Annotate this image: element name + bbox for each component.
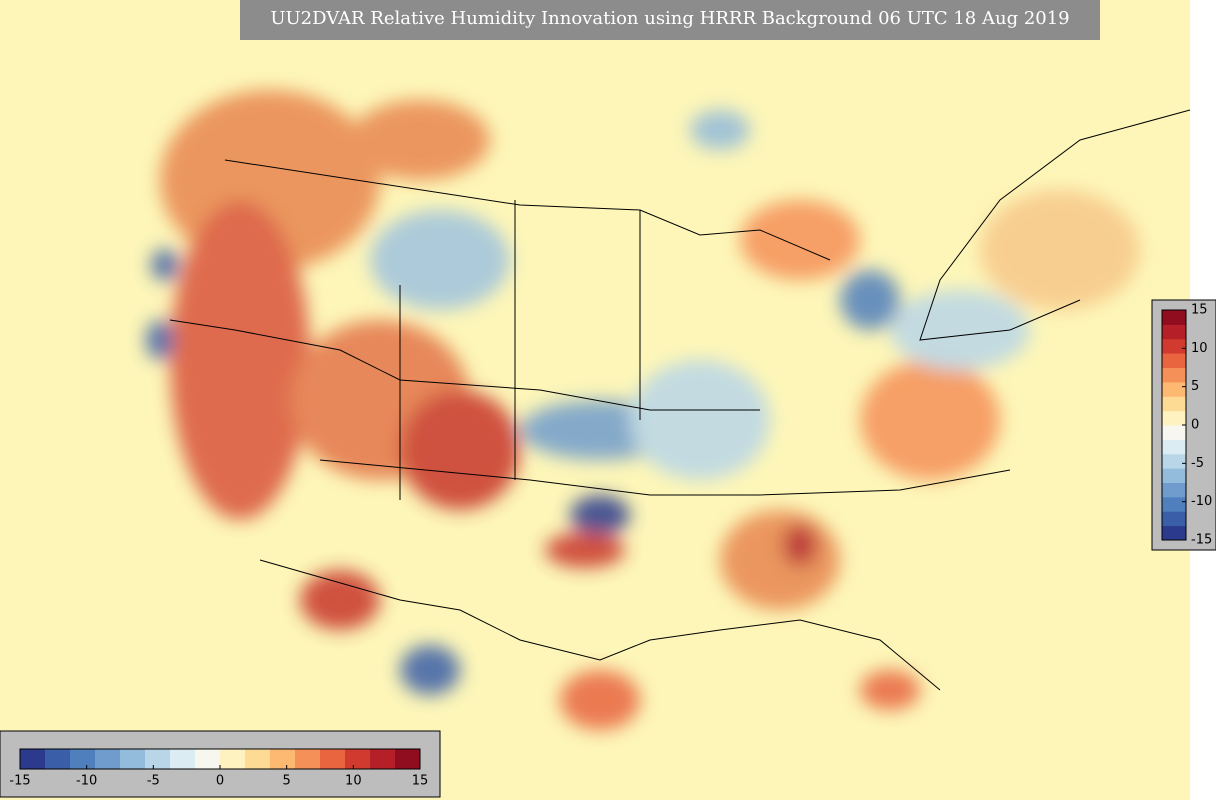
colorbar-tick-label: -10: [1191, 494, 1212, 509]
colorbar-swatch: [95, 749, 121, 769]
colorbar-tick-label: -5: [147, 774, 160, 789]
innovation-field: [146, 90, 1140, 730]
title-box: [240, 0, 1100, 40]
colorbar-swatch: [1162, 367, 1186, 383]
colorbar-swatch: [1162, 324, 1186, 340]
colorbar-swatch: [270, 749, 296, 769]
colorbar-swatch: [145, 749, 171, 769]
colorbar-tick-label: 10: [1191, 341, 1208, 356]
colorbar-tick-label: 15: [1191, 303, 1208, 318]
colorbar-swatch: [245, 749, 271, 769]
colorbar-swatch: [1162, 353, 1186, 368]
colorbar-swatch: [20, 749, 46, 769]
colorbar-swatch: [195, 749, 221, 769]
colorbar-tick-label: -5: [1191, 456, 1204, 471]
colorbar-tick-label: -15: [9, 774, 30, 789]
colorbar-tick-label: 5: [283, 774, 291, 789]
colorbar-swatch: [370, 749, 396, 769]
colorbar-swatch: [170, 749, 196, 769]
colorbar-tick-label: 0: [216, 774, 224, 789]
colorbar-swatch: [345, 749, 371, 769]
colorbar-tick-label: 0: [1191, 418, 1199, 433]
colorbar-tick-label: -10: [76, 774, 97, 789]
colorbar-swatch: [1162, 482, 1186, 498]
colorbar-swatch: [70, 749, 96, 769]
colorbar-tick-label: 10: [345, 774, 362, 789]
colorbar-swatch: [1162, 425, 1186, 440]
colorbar-swatch: [1162, 338, 1186, 354]
colorbar-swatch: [1162, 525, 1186, 541]
colorbar-swatch: [1162, 439, 1186, 455]
colorbar-swatch: [1162, 381, 1186, 397]
map-title: UU2DVAR Relative Humidity Innovation usi…: [270, 8, 1069, 29]
colorbar-swatch: [120, 749, 146, 769]
colorbar-tick-label: 15: [412, 774, 429, 789]
colorbar-swatch: [220, 749, 246, 769]
colorbar-swatch: [395, 749, 421, 769]
colorbar-swatch: [1162, 468, 1186, 483]
colorbar-swatch: [1162, 511, 1186, 527]
colorbar-swatch: [1162, 396, 1186, 412]
colorbar-tick-label: 5: [1191, 379, 1199, 394]
colorbar-swatch: [1162, 453, 1186, 469]
colorbar-swatch: [45, 749, 71, 769]
colorbar-tick-label: -15: [1191, 533, 1212, 548]
colorbar-swatch: [1162, 410, 1186, 426]
colorbar-swatch: [1162, 496, 1186, 512]
colorbar-swatch: [320, 749, 346, 769]
colorbar-swatch: [1162, 310, 1186, 325]
colorbar-swatch: [295, 749, 321, 769]
boundaries: [169, 109, 1191, 691]
